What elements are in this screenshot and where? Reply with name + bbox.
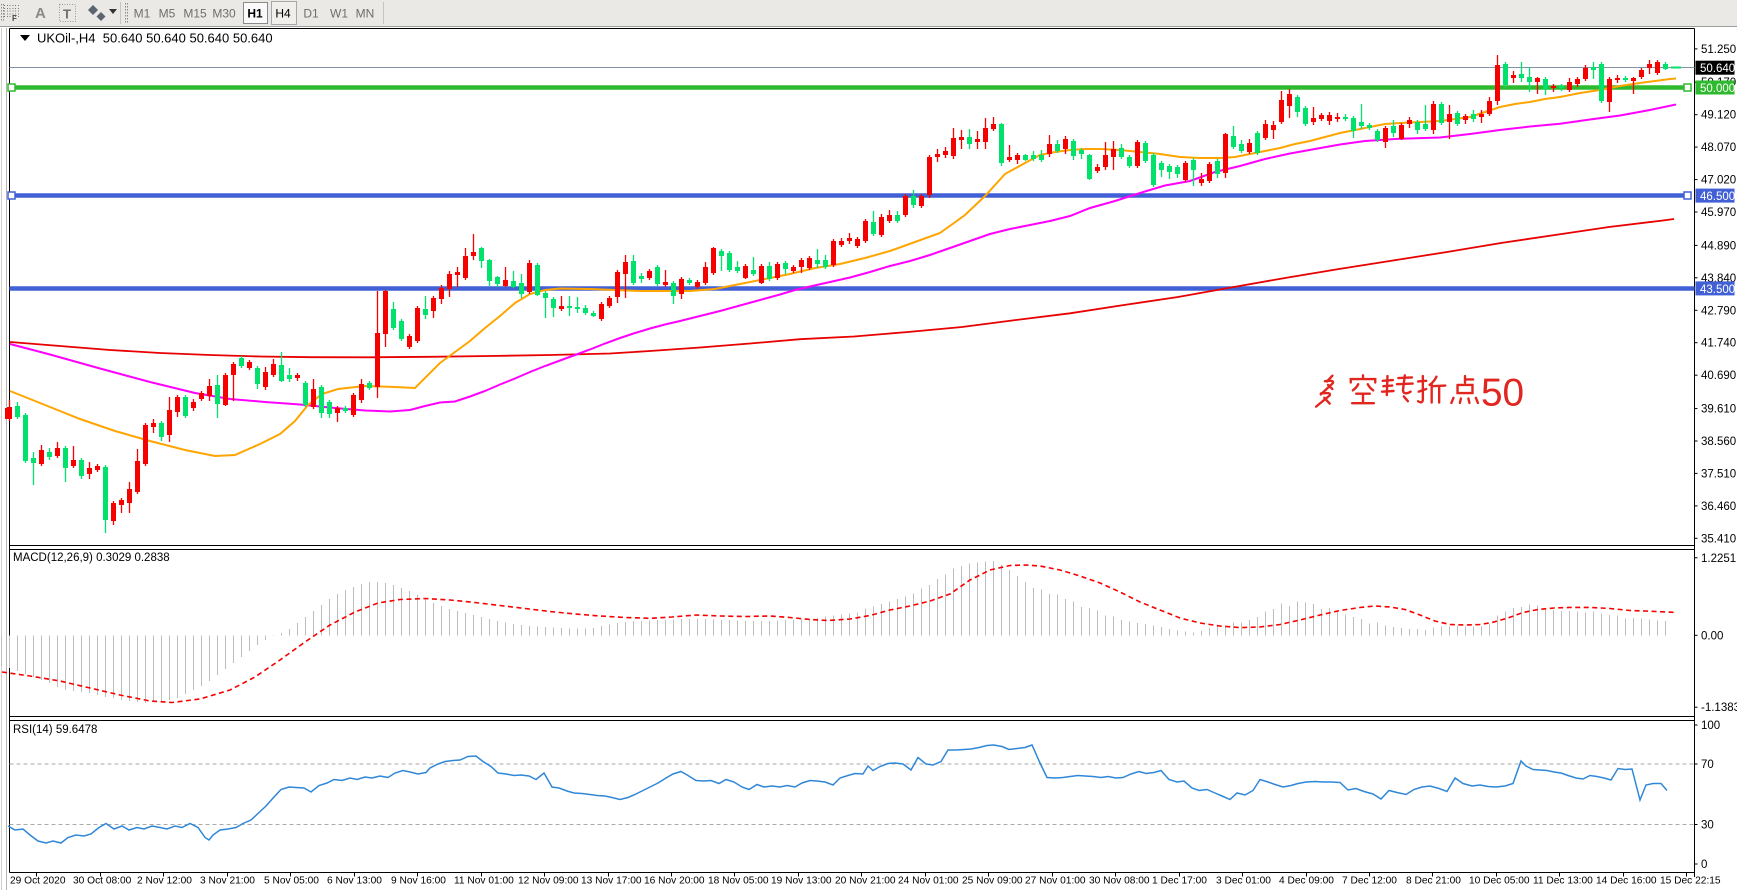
svg-text:30 Oct 08:00: 30 Oct 08:00: [73, 876, 132, 887]
svg-text:40.690: 40.690: [1701, 370, 1736, 382]
svg-text:35.410: 35.410: [1701, 533, 1736, 545]
svg-text:M30: M30: [212, 7, 236, 21]
svg-text:MN: MN: [356, 7, 375, 21]
svg-text:11 Nov 01:00: 11 Nov 01:00: [454, 876, 514, 887]
svg-text:48.070: 48.070: [1701, 142, 1736, 154]
svg-text:-1.1383: -1.1383: [1701, 702, 1737, 714]
svg-text:W1: W1: [330, 7, 348, 21]
svg-text:14 Dec 16:00: 14 Dec 16:00: [1596, 876, 1657, 887]
svg-text:39.610: 39.610: [1701, 404, 1736, 416]
svg-text:30: 30: [1701, 820, 1714, 832]
svg-text:F: F: [12, 14, 17, 23]
svg-text:A: A: [35, 5, 46, 22]
svg-text:46.500: 46.500: [1700, 191, 1735, 203]
svg-text:D1: D1: [303, 7, 319, 21]
svg-text:12 Nov 09:00: 12 Nov 09:00: [518, 876, 579, 887]
svg-text:44.890: 44.890: [1701, 240, 1736, 252]
svg-text:19 Nov 13:00: 19 Nov 13:00: [771, 876, 832, 887]
svg-text:0.00: 0.00: [1701, 630, 1723, 642]
svg-text:7 Dec 12:00: 7 Dec 12:00: [1342, 876, 1397, 887]
svg-text:50.000: 50.000: [1700, 83, 1735, 95]
svg-text:1.2251: 1.2251: [1701, 553, 1736, 565]
svg-text:42.790: 42.790: [1701, 305, 1736, 317]
svg-text:51.250: 51.250: [1701, 44, 1736, 56]
svg-text:H1: H1: [247, 7, 263, 21]
svg-text:9 Nov 16:00: 9 Nov 16:00: [391, 876, 446, 887]
svg-text:MACD(12,26,9) 0.3029 0.2838: MACD(12,26,9) 0.3029 0.2838: [13, 552, 170, 564]
svg-text:50: 50: [1481, 372, 1524, 415]
svg-text:41.740: 41.740: [1701, 338, 1736, 350]
svg-text:5 Nov 05:00: 5 Nov 05:00: [264, 876, 319, 887]
svg-text:UKOil-,H4 50.640 50.640 50.64: UKOil-,H4 50.640 50.640 50.640 50.640: [37, 31, 273, 46]
svg-text:20 Nov 21:00: 20 Nov 21:00: [835, 876, 896, 887]
svg-text:8 Dec 21:00: 8 Dec 21:00: [1406, 876, 1461, 887]
svg-text:M1: M1: [134, 7, 151, 21]
svg-text:T: T: [63, 7, 71, 22]
svg-text:11 Dec 13:00: 11 Dec 13:00: [1533, 876, 1593, 887]
svg-text:24 Nov 01:00: 24 Nov 01:00: [898, 876, 959, 887]
svg-text:45.970: 45.970: [1701, 207, 1736, 219]
svg-text:2 Nov 12:00: 2 Nov 12:00: [137, 876, 192, 887]
svg-text:1 Dec 17:00: 1 Dec 17:00: [1152, 876, 1207, 887]
svg-text:29 Oct 2020: 29 Oct 2020: [10, 876, 66, 887]
svg-text:3 Dec 01:00: 3 Dec 01:00: [1216, 876, 1271, 887]
svg-text:25 Nov 09:00: 25 Nov 09:00: [962, 876, 1023, 887]
svg-text:10 Dec 05:00: 10 Dec 05:00: [1469, 876, 1530, 887]
svg-text:18 Nov 05:00: 18 Nov 05:00: [708, 876, 769, 887]
svg-text:M5: M5: [159, 7, 176, 21]
svg-text:13 Nov 17:00: 13 Nov 17:00: [581, 876, 642, 887]
svg-text:30 Nov 08:00: 30 Nov 08:00: [1089, 876, 1150, 887]
svg-text:16 Nov 20:00: 16 Nov 20:00: [644, 876, 705, 887]
svg-text:0: 0: [1701, 859, 1707, 871]
svg-text:RSI(14) 59.6478: RSI(14) 59.6478: [13, 724, 97, 736]
svg-text:M15: M15: [183, 7, 207, 21]
svg-text:37.510: 37.510: [1701, 468, 1736, 480]
svg-text:43.500: 43.500: [1700, 284, 1735, 296]
svg-text:6 Nov 13:00: 6 Nov 13:00: [327, 876, 382, 887]
svg-text:50.640: 50.640: [1700, 63, 1735, 75]
svg-text:3 Nov 21:00: 3 Nov 21:00: [200, 876, 255, 887]
svg-text:49.120: 49.120: [1701, 110, 1736, 122]
svg-text:38.560: 38.560: [1701, 436, 1736, 448]
svg-text:27 Nov 01:00: 27 Nov 01:00: [1025, 876, 1086, 887]
svg-text:47.020: 47.020: [1701, 175, 1736, 187]
svg-text:36.460: 36.460: [1701, 501, 1736, 513]
svg-text:15 Dec 22:15: 15 Dec 22:15: [1660, 876, 1721, 887]
svg-text:H4: H4: [275, 7, 291, 21]
svg-text:4 Dec 09:00: 4 Dec 09:00: [1279, 876, 1334, 887]
svg-text:100: 100: [1701, 720, 1720, 732]
svg-text:70: 70: [1701, 759, 1714, 771]
